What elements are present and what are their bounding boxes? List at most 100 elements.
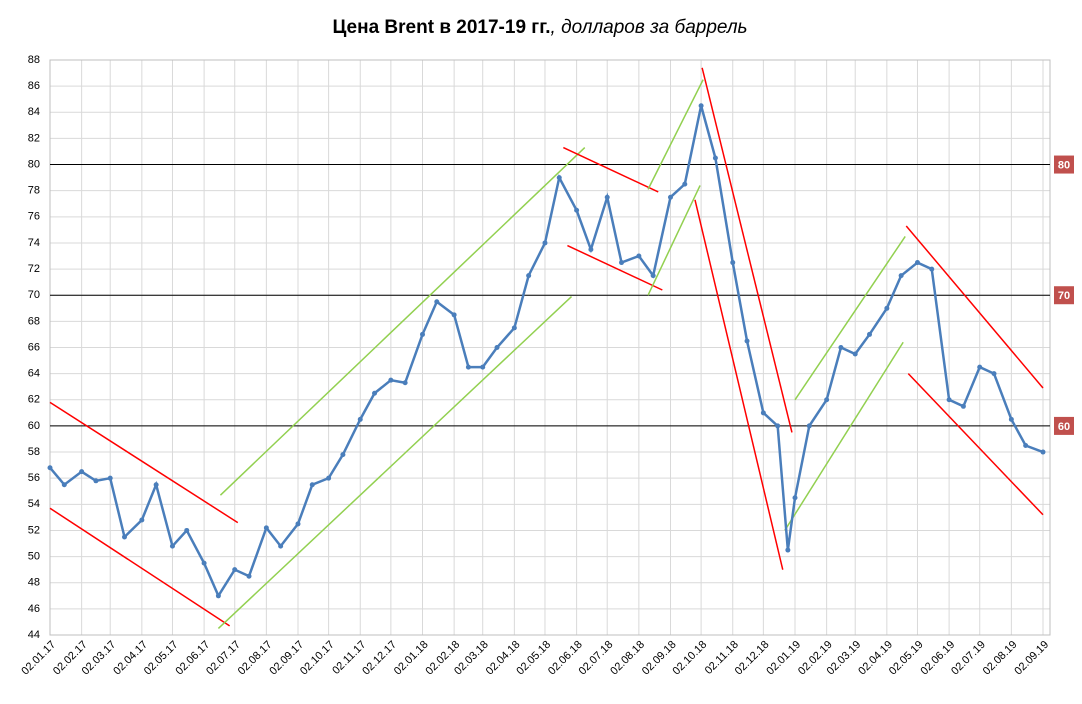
y-tick-label: 64 — [28, 368, 40, 380]
price-point — [785, 547, 791, 553]
trend-channel — [647, 79, 704, 190]
y-tick-label: 84 — [28, 106, 40, 118]
y-tick-label: 68 — [28, 315, 40, 327]
price-point — [232, 567, 238, 573]
y-tick-label: 72 — [28, 263, 40, 275]
x-tick-label: 02.10.18 — [671, 639, 710, 678]
price-point — [309, 482, 315, 488]
price-point — [588, 246, 594, 252]
price-point — [852, 351, 858, 357]
price-point — [511, 325, 517, 331]
trend-channel — [217, 295, 573, 630]
price-point — [388, 377, 394, 383]
trend-channel — [219, 147, 586, 496]
price-point — [93, 478, 99, 484]
price-point — [263, 525, 269, 531]
price-point — [465, 364, 471, 370]
price-point — [139, 517, 145, 523]
price-point — [278, 543, 284, 549]
price-point — [526, 273, 532, 279]
price-point — [698, 103, 704, 109]
y-tick-label: 46 — [28, 603, 40, 615]
y-tick-label: 66 — [28, 341, 40, 353]
price-point — [914, 260, 920, 266]
chart-title: Цена Brent в 2017-19 гг., долларов за ба… — [332, 17, 747, 38]
price-point — [434, 299, 440, 305]
price-point — [775, 423, 781, 429]
y-tick-label: 44 — [28, 629, 40, 641]
price-point — [169, 543, 175, 549]
price-point — [420, 331, 426, 337]
price-point — [991, 371, 997, 377]
reference-label: 80 — [1058, 159, 1070, 171]
trend-channel — [647, 185, 701, 296]
price-point — [960, 403, 966, 409]
title-main: Цена Brent в 2017-19 гг. — [332, 17, 550, 38]
price-point — [744, 338, 750, 344]
price-point — [326, 475, 332, 481]
price-point — [977, 364, 983, 370]
price-point — [184, 527, 190, 533]
price-point — [946, 397, 952, 403]
y-tick-label: 50 — [28, 550, 40, 562]
price-point — [929, 266, 935, 272]
y-tick-label: 58 — [28, 446, 40, 458]
y-tick-label: 86 — [28, 80, 40, 92]
price-line — [49, 105, 1044, 599]
price-point — [792, 495, 798, 501]
price-point — [682, 181, 688, 187]
trend-channel — [701, 67, 793, 433]
price-point — [574, 207, 580, 213]
price-point — [898, 273, 904, 279]
x-tick-label: 02.10.17 — [298, 639, 337, 678]
trend-channel — [794, 236, 906, 401]
price-point — [1040, 449, 1046, 455]
price-point — [730, 260, 736, 266]
y-tick-label: 80 — [28, 158, 40, 170]
price-point — [340, 452, 346, 458]
y-tick-label: 60 — [28, 420, 40, 432]
price-point — [402, 380, 408, 386]
price-point — [838, 345, 844, 350]
price-point — [201, 560, 207, 566]
title-suffix: , долларов за баррель — [551, 17, 748, 38]
plot-frame — [49, 59, 1051, 636]
trend-channel — [567, 244, 663, 291]
reference-label: 70 — [1058, 290, 1070, 302]
trend-channel — [49, 401, 239, 524]
y-tick-label: 62 — [28, 394, 40, 406]
y-tick-label: 48 — [28, 577, 40, 589]
price-point — [1008, 416, 1014, 422]
price-point — [650, 273, 656, 279]
y-tick-label: 88 — [28, 54, 40, 66]
trend-channel — [563, 146, 659, 193]
price-point — [107, 475, 113, 481]
price-point — [451, 312, 457, 318]
price-point — [153, 482, 159, 488]
price-point — [1023, 443, 1029, 449]
y-tick-label: 54 — [28, 498, 40, 510]
trend-channel — [784, 341, 904, 531]
trend-channel — [907, 373, 1044, 516]
reference-label-box — [1054, 286, 1074, 305]
price-point — [357, 416, 363, 422]
y-tick-label: 78 — [28, 185, 40, 197]
price-point — [867, 331, 873, 337]
price-point — [122, 534, 128, 540]
price-point — [494, 345, 500, 350]
y-tick-label: 56 — [28, 472, 40, 484]
trend-channel — [905, 225, 1044, 389]
reference-label-box — [1054, 155, 1074, 174]
reference-label: 60 — [1058, 421, 1070, 433]
price-point — [604, 194, 610, 200]
price-point — [79, 469, 85, 475]
trend-channel — [694, 199, 784, 570]
y-tick-label: 52 — [28, 524, 40, 536]
x-tick-label: 02.09.19 — [1012, 639, 1051, 678]
price-point — [806, 423, 812, 429]
price-point — [246, 573, 252, 579]
y-tick-label: 74 — [28, 237, 40, 249]
y-tick-label: 70 — [28, 289, 40, 301]
